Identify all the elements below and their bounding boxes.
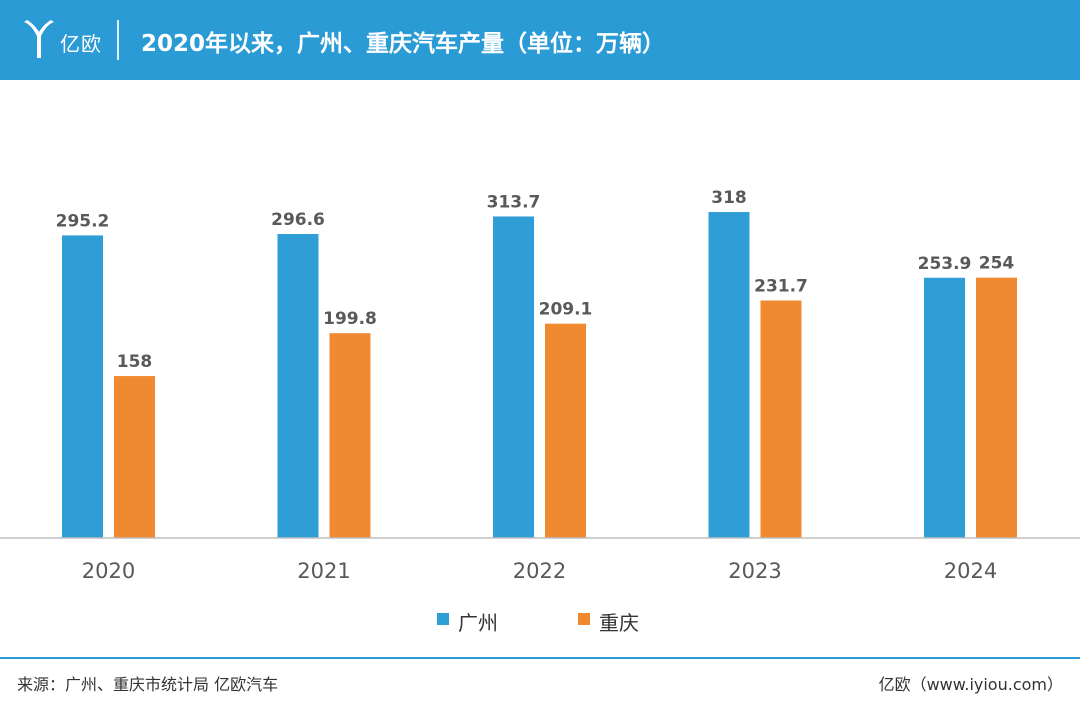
value-label-广州-2022: 313.7 — [487, 192, 541, 212]
bar-广州-2020 — [62, 235, 103, 539]
x-tick-2022: 2022 — [513, 559, 566, 583]
bar-重庆-2021 — [329, 333, 371, 538]
legend-swatch-chongqing — [578, 613, 590, 625]
bar-重庆-2023 — [760, 300, 802, 538]
bar-重庆-2020 — [114, 376, 155, 538]
legend-label-guangzhou: 广州 — [458, 611, 498, 635]
logo-y-icon — [24, 20, 54, 58]
x-tick-2020: 2020 — [82, 559, 135, 583]
bar-重庆-2024 — [976, 277, 1017, 538]
bar-广州-2021 — [277, 233, 319, 539]
source-note: 来源：广州、重庆市统计局 亿欧汽车 — [17, 675, 279, 694]
header-divider — [117, 20, 119, 60]
value-label-广州-2020: 295.2 — [56, 211, 110, 231]
value-label-重庆-2021: 199.8 — [323, 309, 377, 329]
bars-group — [62, 212, 1017, 539]
value-label-重庆-2020: 158 — [117, 352, 153, 372]
value-labels-group: 295.2 158 296.6 199.8 313.7 209.1 318 231.7 253.… — [56, 188, 1015, 372]
legend-swatch-guangzhou — [437, 613, 449, 625]
brand-logo: 亿欧 — [22, 18, 122, 62]
bar-chart: 295.2 158 296.6 199.8 313.7 209.1 318 231.7 253.… — [0, 188, 1080, 583]
bar-广州-2022 — [493, 216, 534, 538]
bar-广州-2024 — [924, 277, 965, 538]
value-label-广州-2024: 253.9 — [918, 254, 972, 274]
bar-广州-2023 — [708, 212, 750, 539]
footer-divider — [0, 657, 1080, 659]
page-title: 2020年以来，广州、重庆汽车产量（单位：万辆） — [141, 31, 666, 57]
site-credit: 亿欧（www.iyiou.com） — [878, 675, 1063, 694]
header-bar: 亿欧 2020年以来，广州、重庆汽车产量（单位：万辆） — [0, 0, 1080, 80]
value-label-广州-2023: 318 — [711, 188, 747, 208]
x-tick-2024: 2024 — [944, 559, 997, 583]
value-label-广州-2021: 296.6 — [271, 210, 325, 230]
bar-重庆-2022 — [545, 323, 586, 538]
legend-label-chongqing: 重庆 — [599, 611, 639, 635]
value-label-重庆-2024: 254 — [979, 254, 1015, 274]
value-label-重庆-2022: 209.1 — [539, 300, 593, 320]
value-label-重庆-2023: 231.7 — [754, 277, 808, 297]
brand-name: 亿欧 — [60, 32, 102, 56]
x-tick-2021: 2021 — [297, 559, 350, 583]
x-tick-labels-group: 2020 2021 2022 2023 2024 — [82, 559, 997, 583]
x-tick-2023: 2023 — [728, 559, 781, 583]
